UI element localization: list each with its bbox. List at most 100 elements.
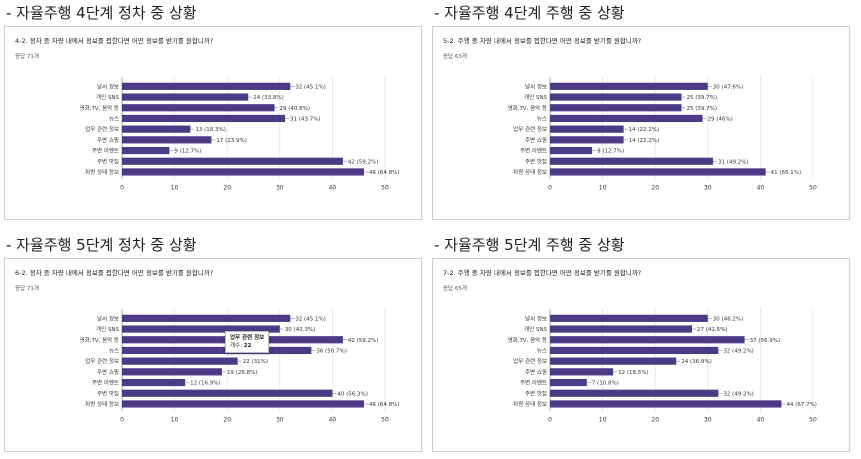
bar — [550, 136, 624, 144]
bar — [122, 93, 249, 101]
category-label: 뉴스 — [109, 347, 119, 354]
x-tick-label: 10 — [599, 184, 607, 191]
data-label: 9 (12.7%) — [174, 149, 201, 155]
x-tick-label: 10 — [171, 416, 179, 423]
bar — [550, 168, 766, 176]
data-label: 32 (49.2%) — [723, 391, 754, 397]
data-label: 22 (31%) — [243, 359, 268, 365]
x-tick-label: 20 — [651, 184, 659, 191]
bar — [550, 378, 587, 387]
category-label: 차량 상태 정보 — [85, 400, 119, 408]
category-label: 개인 SNS — [96, 93, 119, 101]
bar — [550, 157, 714, 165]
data-label: 25 (39.7%) — [687, 106, 718, 112]
bar — [122, 168, 364, 176]
data-label: 42 (59.2%) — [348, 338, 379, 344]
x-tick-label: 30 — [276, 416, 284, 423]
question-title: 4-2. 정차 중 차량 내에서 정보를 접한다면 어떤 정보를 받기를 원합니… — [15, 37, 214, 45]
category-label: 날씨 정보 — [525, 314, 547, 322]
chart-panel: 4-2. 정차 중 차량 내에서 정보를 접한다면 어떤 정보를 받기를 원합니… — [4, 26, 422, 220]
data-label: 13 (18.3%) — [195, 127, 226, 133]
bar — [122, 136, 212, 144]
category-label: 영화,TV, 음악 등 — [508, 336, 547, 344]
bar — [122, 400, 364, 408]
category-label: 주변 맛집 — [97, 157, 119, 165]
data-label: 24 (36.9%) — [681, 359, 712, 365]
bar — [122, 325, 280, 333]
response-count: 응답 71개 — [15, 286, 39, 292]
category-label: 개인 SNS — [524, 93, 547, 101]
bar — [122, 357, 238, 365]
data-label: 41 (65.1%) — [771, 170, 802, 176]
category-label: 뉴스 — [537, 347, 547, 354]
bar — [122, 314, 291, 322]
data-label: 32 (49.2%) — [723, 348, 754, 354]
bar — [550, 325, 693, 333]
data-label: 7 (10.8%) — [592, 381, 619, 387]
category-label: 업무 관련 정보 — [85, 125, 119, 133]
x-tick-label: 40 — [757, 416, 765, 423]
chart-panel: 6-2. 정차 중 차량 내에서 정보를 접한다면 어떤 정보를 받기를 원합니… — [4, 258, 422, 452]
data-label: 44 (67.7%) — [786, 402, 817, 408]
category-label: 주변 쇼핑 — [97, 368, 119, 376]
bar-chart: 0 10 20 30 40 50 날씨 정보 32 (45.1%) 개인 SNS 24 (33.8… — [80, 77, 399, 191]
bar — [550, 82, 708, 90]
data-label: 32 (45.1%) — [295, 84, 326, 90]
bar — [550, 357, 677, 365]
bar — [122, 389, 333, 397]
x-tick-label: 20 — [651, 416, 659, 423]
category-label: 뉴스 — [109, 115, 119, 122]
bar — [550, 146, 593, 155]
data-label: 31 (49.2%) — [718, 159, 749, 165]
section-level4-driving: - 자율주행 4단계 주행 중 상황 5-2. 주행 중 차량 내에서 정보를 … — [428, 0, 853, 225]
bar — [550, 125, 624, 133]
tooltip-title: 업무 관련 정보 — [230, 335, 265, 341]
data-label: 37 (56.9%) — [750, 338, 781, 344]
x-tick-label: 0 — [120, 416, 124, 423]
section-heading: - 자율주행 4단계 주행 중 상황 — [434, 4, 625, 22]
section-level4-stopped: - 자율주행 4단계 정차 중 상황 4-2. 정차 중 차량 내에서 정보를 … — [0, 0, 425, 225]
bar — [122, 378, 186, 387]
category-label: 업무 관련 정보 — [513, 125, 547, 133]
x-tick-label: 30 — [276, 184, 284, 191]
category-label: 영화,TV, 음악 등 — [508, 104, 547, 112]
response-count: 응답 71개 — [15, 54, 39, 60]
x-tick-label: 40 — [757, 184, 765, 191]
response-count: 응답 63개 — [443, 54, 467, 60]
data-label: 40 (56.3%) — [337, 391, 368, 397]
bar — [550, 93, 682, 101]
data-label: 19 (26.8%) — [227, 370, 258, 376]
section-heading: - 자율주행 5단계 주행 중 상황 — [434, 236, 625, 254]
bar — [550, 346, 719, 355]
category-label: 주변 맛집 — [97, 389, 119, 397]
data-label: 25 (39.7%) — [687, 95, 718, 101]
category-label: 주변 이벤트 — [92, 379, 119, 387]
response-count: 응답 65개 — [443, 286, 467, 292]
data-label: 29 (46%) — [708, 116, 733, 122]
category-label: 주변 쇼핑 — [525, 136, 547, 144]
data-label: 27 (41.5%) — [697, 327, 728, 333]
bar — [550, 104, 682, 112]
category-label: 주변 맛집 — [525, 157, 547, 165]
section-level5-driving: - 자율주행 5단계 주행 중 상황 7-2. 주행 중 차량 내에서 정보를 … — [428, 232, 853, 457]
data-label: 32 (45.1%) — [295, 316, 326, 322]
data-label: 17 (23.9%) — [216, 138, 247, 144]
question-title: 7-2. 주행 중 차량 내에서 정보를 접한다면 어떤 정보를 받기를 원합니… — [443, 269, 642, 277]
data-label: 12 (16.9%) — [190, 381, 221, 387]
bar — [122, 125, 191, 133]
x-tick-label: 40 — [329, 184, 337, 191]
category-label: 주변 맛집 — [525, 389, 547, 397]
x-tick-label: 0 — [548, 184, 552, 191]
bar-chart: 0 10 20 30 40 50 날씨 정보 32 (45.1%) 개인 SNS 30 (42.3… — [80, 309, 400, 423]
data-label: 24 (33.8%) — [253, 95, 284, 101]
category-label: 주변 이벤트 — [92, 147, 119, 155]
bar-chart: 0 10 20 30 40 50 날씨 정보 30 (46.2%) 개인 SNS 27 (41.5… — [508, 309, 817, 423]
category-label: 영화,TV, 음악 등 — [80, 104, 119, 112]
x-tick-label: 10 — [599, 416, 607, 423]
bar — [550, 368, 614, 376]
section-heading: - 자율주행 5단계 정차 중 상황 — [6, 236, 197, 254]
bar — [122, 114, 286, 123]
x-tick-label: 20 — [223, 184, 231, 191]
bar — [550, 389, 719, 397]
data-label: 46 (64.8%) — [369, 402, 400, 408]
